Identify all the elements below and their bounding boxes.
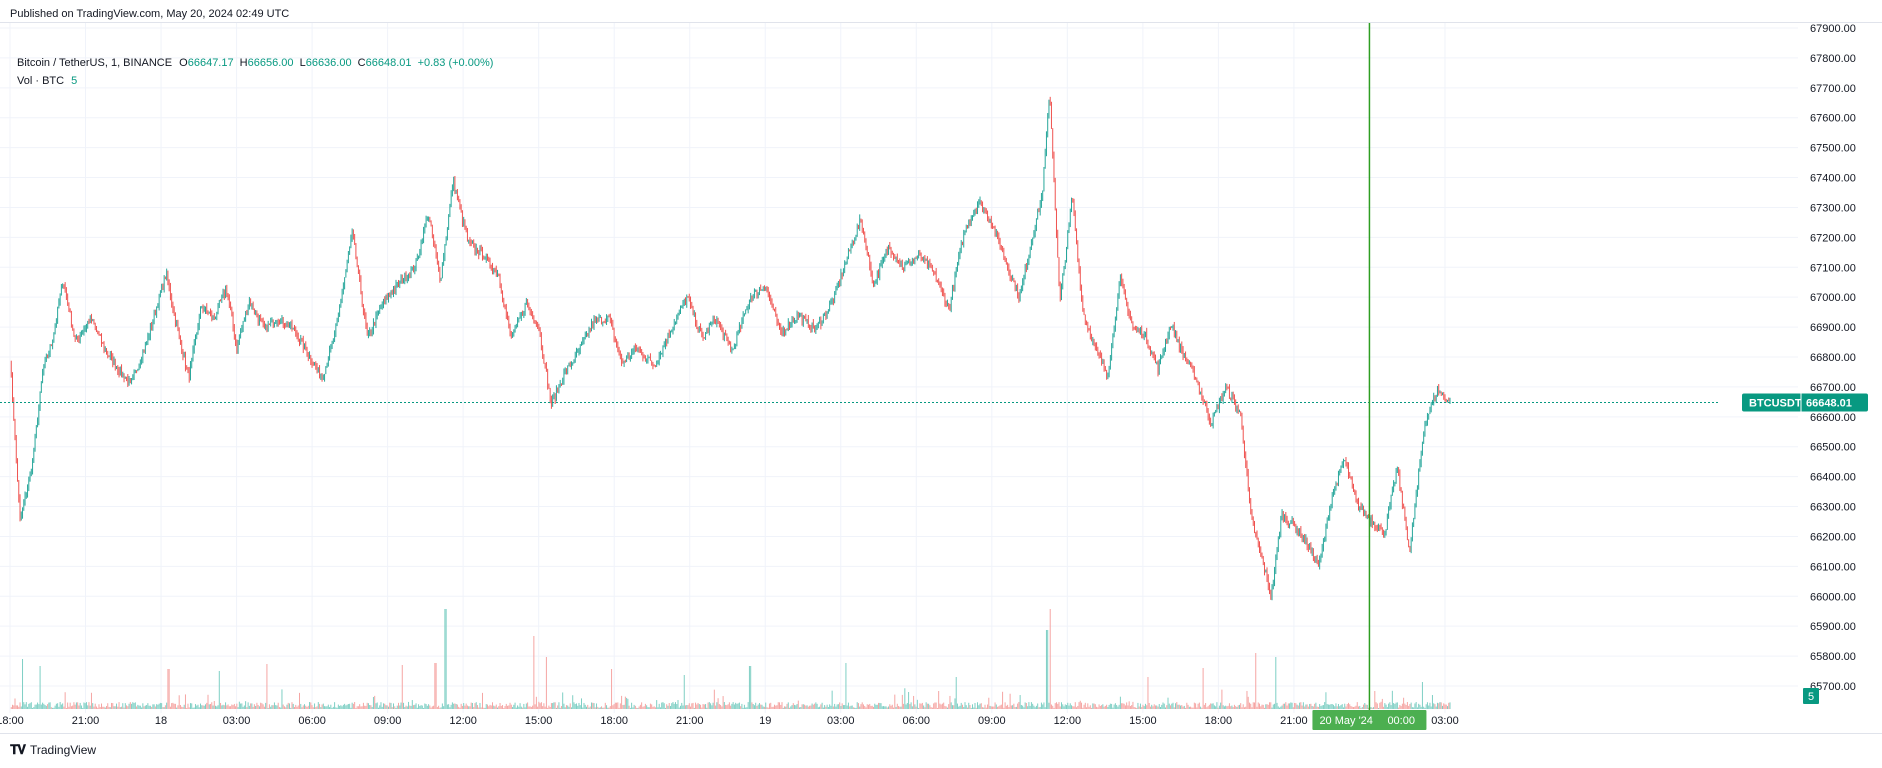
crosshair-time-label-bg bbox=[1312, 710, 1427, 730]
time-tick-label: 15:00 bbox=[1129, 715, 1157, 727]
low-value: 66636.00 bbox=[305, 57, 352, 69]
price-tick-label: 66900.00 bbox=[1810, 322, 1856, 334]
volume-series bbox=[10, 609, 1451, 709]
close-label: C bbox=[357, 57, 366, 69]
footer-brand: 𝐓𝐕 TradingView bbox=[10, 742, 96, 758]
brand-name: TradingView bbox=[30, 743, 97, 757]
price-tick-label: 66700.00 bbox=[1810, 382, 1856, 394]
time-tick-label: 21:00 bbox=[1280, 715, 1308, 727]
volume-label: Vol · BTC bbox=[17, 75, 65, 87]
volume-tag-value: 5 bbox=[1808, 691, 1814, 703]
time-tick-label: 21:00 bbox=[72, 715, 100, 727]
crosshair-date: 20 May '24 bbox=[1319, 715, 1372, 727]
price-tick-label: 66500.00 bbox=[1810, 442, 1856, 454]
price-tick-label: 65700.00 bbox=[1810, 681, 1856, 693]
volume-tag-bg bbox=[1803, 688, 1819, 704]
time-tick-label: 15:00 bbox=[525, 715, 553, 727]
time-tick-label: 18:00 bbox=[1205, 715, 1233, 727]
price-axis[interactable] bbox=[1798, 23, 1882, 713]
price-tick-label: 66600.00 bbox=[1810, 412, 1856, 424]
price-tick-label: 67800.00 bbox=[1810, 53, 1856, 65]
price-tick-label: 66400.00 bbox=[1810, 472, 1856, 484]
time-tick-label: 18:00 bbox=[0, 715, 24, 727]
time-tick-label: 19 bbox=[759, 715, 771, 727]
symbol-legend[interactable]: Bitcoin / TetherUS, 1, BINANCE O66647.17… bbox=[17, 57, 496, 69]
time-tick-label: 09:00 bbox=[978, 715, 1006, 727]
price-chart[interactable]: 67900.00 67800.00 67700.00 67600.00 67500.00… bbox=[0, 23, 1882, 735]
open-value: 66647.17 bbox=[187, 57, 234, 69]
price-axis-labels: 67900.00 67800.00 67700.00 67600.00 67500.00… bbox=[1810, 23, 1856, 693]
chart-frame[interactable]: 67900.00 67800.00 67700.00 67600.00 67500.00… bbox=[0, 22, 1882, 734]
symbol-title: Bitcoin / TetherUS, 1, BINANCE bbox=[17, 57, 173, 69]
time-tick-label: 06:00 bbox=[298, 715, 326, 727]
time-tick-label: 06:00 bbox=[903, 715, 931, 727]
time-tick-label: 21:00 bbox=[676, 715, 704, 727]
price-tick-label: 65800.00 bbox=[1810, 651, 1856, 663]
time-axis-labels[interactable]: 18:00 21:00 18 03:00 06:00 09:00 12:00 15:00 18:… bbox=[0, 715, 1459, 727]
high-value: 66656.00 bbox=[247, 57, 294, 69]
time-tick-label: 03:00 bbox=[1431, 715, 1459, 727]
candlestick-series bbox=[10, 96, 1451, 601]
price-tick-label: 67000.00 bbox=[1810, 292, 1856, 304]
price-tick-label: 66800.00 bbox=[1810, 352, 1856, 364]
crosshair-time-label: 20 May '24 00:00 bbox=[1312, 710, 1427, 730]
open-label: O bbox=[179, 57, 188, 69]
last-price-tag: BTCUSDT 66648.01 bbox=[1742, 393, 1868, 412]
price-tick-label: 66300.00 bbox=[1810, 502, 1856, 514]
time-tick-label: 03:00 bbox=[223, 715, 251, 727]
volume-tag: 5 bbox=[1803, 688, 1819, 704]
price-tick-label: 67500.00 bbox=[1810, 143, 1856, 155]
time-tick-label: 12:00 bbox=[449, 715, 477, 727]
tradingview-logo-icon: 𝐓𝐕 bbox=[10, 742, 26, 757]
price-tick-label: 66000.00 bbox=[1810, 591, 1856, 603]
time-tick-label: 18 bbox=[155, 715, 167, 727]
last-price-tag-bg bbox=[1742, 393, 1868, 412]
high-label: H bbox=[239, 57, 248, 69]
volume-legend[interactable]: Vol · BTC 5 bbox=[17, 75, 80, 87]
price-tick-label: 67400.00 bbox=[1810, 173, 1856, 185]
time-tick-label: 03:00 bbox=[827, 715, 855, 727]
price-tag-symbol: BTCUSDT bbox=[1749, 397, 1802, 409]
price-tick-label: 67700.00 bbox=[1810, 83, 1856, 95]
change-value: +0.83 (+0.00%) bbox=[417, 57, 494, 69]
time-tick-label: 18:00 bbox=[600, 715, 628, 727]
grid bbox=[0, 23, 1798, 713]
time-tick-label: 12:00 bbox=[1054, 715, 1082, 727]
price-tick-label: 66200.00 bbox=[1810, 531, 1856, 543]
publish-info: Published on TradingView.com, May 20, 20… bbox=[10, 8, 290, 20]
price-tick-label: 66100.00 bbox=[1810, 561, 1856, 573]
price-tick-label: 67200.00 bbox=[1810, 232, 1856, 244]
time-tick-label: 09:00 bbox=[374, 715, 402, 727]
close-value: 66648.01 bbox=[365, 57, 412, 69]
price-tick-label: 67600.00 bbox=[1810, 113, 1856, 125]
price-tick-label: 65900.00 bbox=[1810, 621, 1856, 633]
low-label: L bbox=[299, 57, 306, 69]
price-tag-value: 66648.01 bbox=[1806, 397, 1852, 409]
price-tick-label: 67100.00 bbox=[1810, 262, 1856, 274]
crosshair-time: 00:00 bbox=[1387, 715, 1415, 727]
volume-value: 5 bbox=[71, 75, 78, 87]
price-tick-label: 67900.00 bbox=[1810, 23, 1856, 35]
price-tick-label: 67300.00 bbox=[1810, 202, 1856, 214]
